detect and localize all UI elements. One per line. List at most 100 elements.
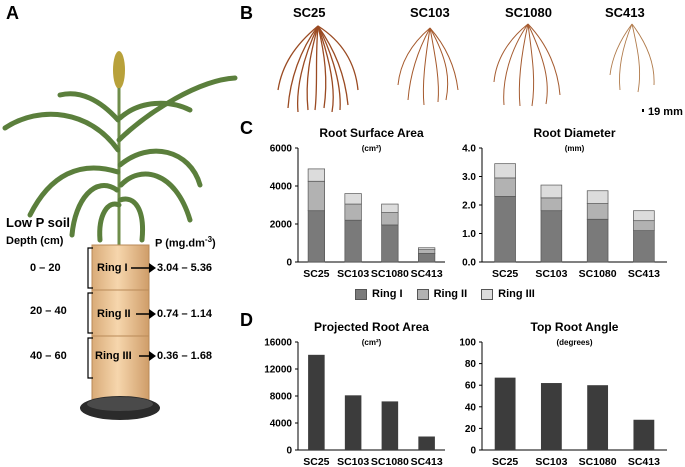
root-diameter-bar-sc1080-ring-1 [586,218,609,263]
ring-3-label: Ring III [95,350,132,362]
root-system-sc413 [609,23,655,93]
genotype-label-sc25: SC25 [293,5,326,20]
panel-letter-d: D [240,310,253,330]
root-surface-area-units: (cm²) [362,144,382,153]
root-photos [277,23,655,112]
legend-item-ring-2: Ring II [416,288,468,300]
legend-label-ring-3: Ring III [498,288,535,300]
legend-label-ring-1: Ring I [372,288,403,300]
top-root-angle-bar-sc1080 [587,385,609,450]
ring-2-p: 0.74 – 1.14 [157,308,213,320]
root-surface-area-bar-sc103-ring-2 [344,203,362,221]
projected-root-area-bar-sc413 [418,436,435,450]
rhizotron-tube [91,244,150,406]
root-diameter-bar-sc1080-ring-2 [586,203,609,220]
root-surface-area-x-label-sc413: SC413 [411,268,443,280]
projected-root-area-units: (cm²) [362,338,382,347]
root-surface-area-y-tick-label: 2000 [270,220,293,231]
panel-letter-b: B [240,3,253,23]
panicle [113,51,125,89]
root-diameter-bar-sc413-ring-3 [633,210,655,222]
projected-root-area-y-tick-label: 4000 [270,419,293,430]
root-surface-area-y-tick-label: 4000 [270,182,293,193]
root-diameter-x-label-sc25: SC25 [492,268,518,280]
root-diameter-bar-sc103-ring-3 [540,184,563,199]
root-surface-area-bar-sc103-ring-1 [344,219,362,263]
plant-illustration [2,51,238,420]
projected-root-area-bar-sc1080 [381,401,399,450]
legend-swatch-ring-3 [481,288,494,300]
projected-root-area-bar-sc103 [344,395,362,450]
root-surface-area-bar-sc25-ring-1 [307,210,325,263]
projected-root-area-y-tick-label: 0 [286,446,292,457]
root-surface-area-bar-sc1080-ring-3 [381,203,399,213]
projected-root-area-y-tick-label: 8000 [270,392,293,403]
tube-base-dish-top [87,397,153,411]
root-system-sc103 [397,27,459,106]
projected-root-area-y-tick-label: 16000 [264,338,292,349]
root-surface-area-y-tick-label: 6000 [270,144,293,155]
genotype-label-sc1080: SC1080 [505,5,552,20]
genotype-label-sc413: SC413 [605,5,645,20]
ring-3-p: 0.36 – 1.68 [157,350,213,362]
ring-arrows [131,263,156,361]
top-root-angle-y-tick-label: 100 [459,338,476,349]
projected-root-area-x-label-sc25: SC25 [303,456,329,467]
ring-1-depth: 0 – 20 [30,262,61,274]
ring-2-label: Ring II [97,308,131,320]
ring-1-label: Ring I [97,262,128,274]
top-root-angle-bar-sc413 [633,419,655,450]
legend-swatch-ring-2 [416,288,429,300]
root-diameter-x-label-sc1080: SC1080 [579,268,617,280]
top-root-angle-bar-sc103 [540,383,562,450]
root-surface-area-title: Root Surface Area [319,126,424,140]
top-root-angle-x-label-sc103: SC103 [535,456,567,467]
root-diameter-bar-sc103-ring-1 [540,210,563,263]
top-root-angle-x-label-sc1080: SC1080 [579,456,617,467]
root-diameter-y-tick-label: 3.0 [462,172,476,183]
top-root-angle-y-tick-label: 20 [465,424,477,435]
projected-root-area-x-label-sc413: SC413 [411,456,443,467]
legend-label-ring-2: Ring II [433,288,468,300]
root-surface-area-bar-sc1080-ring-1 [381,224,399,263]
root-surface-area-bar-sc25-ring-2 [307,180,325,212]
root-diameter-y-tick-label: 0.0 [462,258,476,269]
root-diameter-y-tick-label: 1.0 [462,229,476,240]
legend: Ring I Ring II Ring III [355,288,535,300]
root-surface-area-bar-sc103-ring-3 [344,193,362,205]
root-diameter-bar-sc413-ring-2 [633,220,655,232]
depth-brackets [87,247,93,379]
soil-title: Low P soil [6,215,71,230]
root-surface-area-x-label-sc103: SC103 [337,268,369,280]
ring-2-depth: 20 – 40 [30,305,67,317]
p-header: P (mg.dm-3) [155,235,216,250]
root-diameter-bar-sc25-ring-3 [494,163,516,179]
panel-letter-a: A [6,3,19,23]
root-diameter-units: (mm) [565,144,585,153]
top-root-angle-y-tick-label: 60 [465,381,477,392]
root-surface-area-bar-sc413-ring-2 [418,249,436,254]
legend-item-ring-1: Ring I [355,288,403,300]
projected-root-area-x-label-sc103: SC103 [337,456,369,467]
projected-root-area-title: Projected Root Area [314,320,429,334]
top-root-angle-units: (degrees) [556,338,592,347]
root-diameter-y-tick-label: 4.0 [462,144,476,155]
top-root-angle-y-tick-label: 0 [470,446,476,457]
root-diameter-x-label-sc413: SC413 [628,268,660,280]
genotype-label-sc103: SC103 [410,5,450,20]
top-root-angle-x-label-sc25: SC25 [492,456,518,467]
root-surface-area-x-label-sc1080: SC1080 [371,268,409,280]
projected-root-area-x-label-sc1080: SC1080 [371,456,409,467]
root-surface-area-bar-sc25-ring-3 [307,168,325,182]
root-surface-area-bar-sc413-ring-3 [418,247,436,250]
root-diameter-bar-sc103-ring-2 [540,197,563,212]
root-diameter-x-label-sc103: SC103 [535,268,567,280]
root-surface-area-y-tick-label: 0 [286,258,292,269]
ring-1-p: 3.04 – 5.36 [157,262,213,274]
root-diameter-bar-sc25-ring-1 [494,196,516,263]
root-surface-area-x-label-sc25: SC25 [303,268,329,280]
root-diameter-bar-sc25-ring-2 [494,177,516,197]
top-root-angle-y-tick-label: 40 [465,402,477,413]
projected-root-area-bar-sc25 [308,354,325,450]
